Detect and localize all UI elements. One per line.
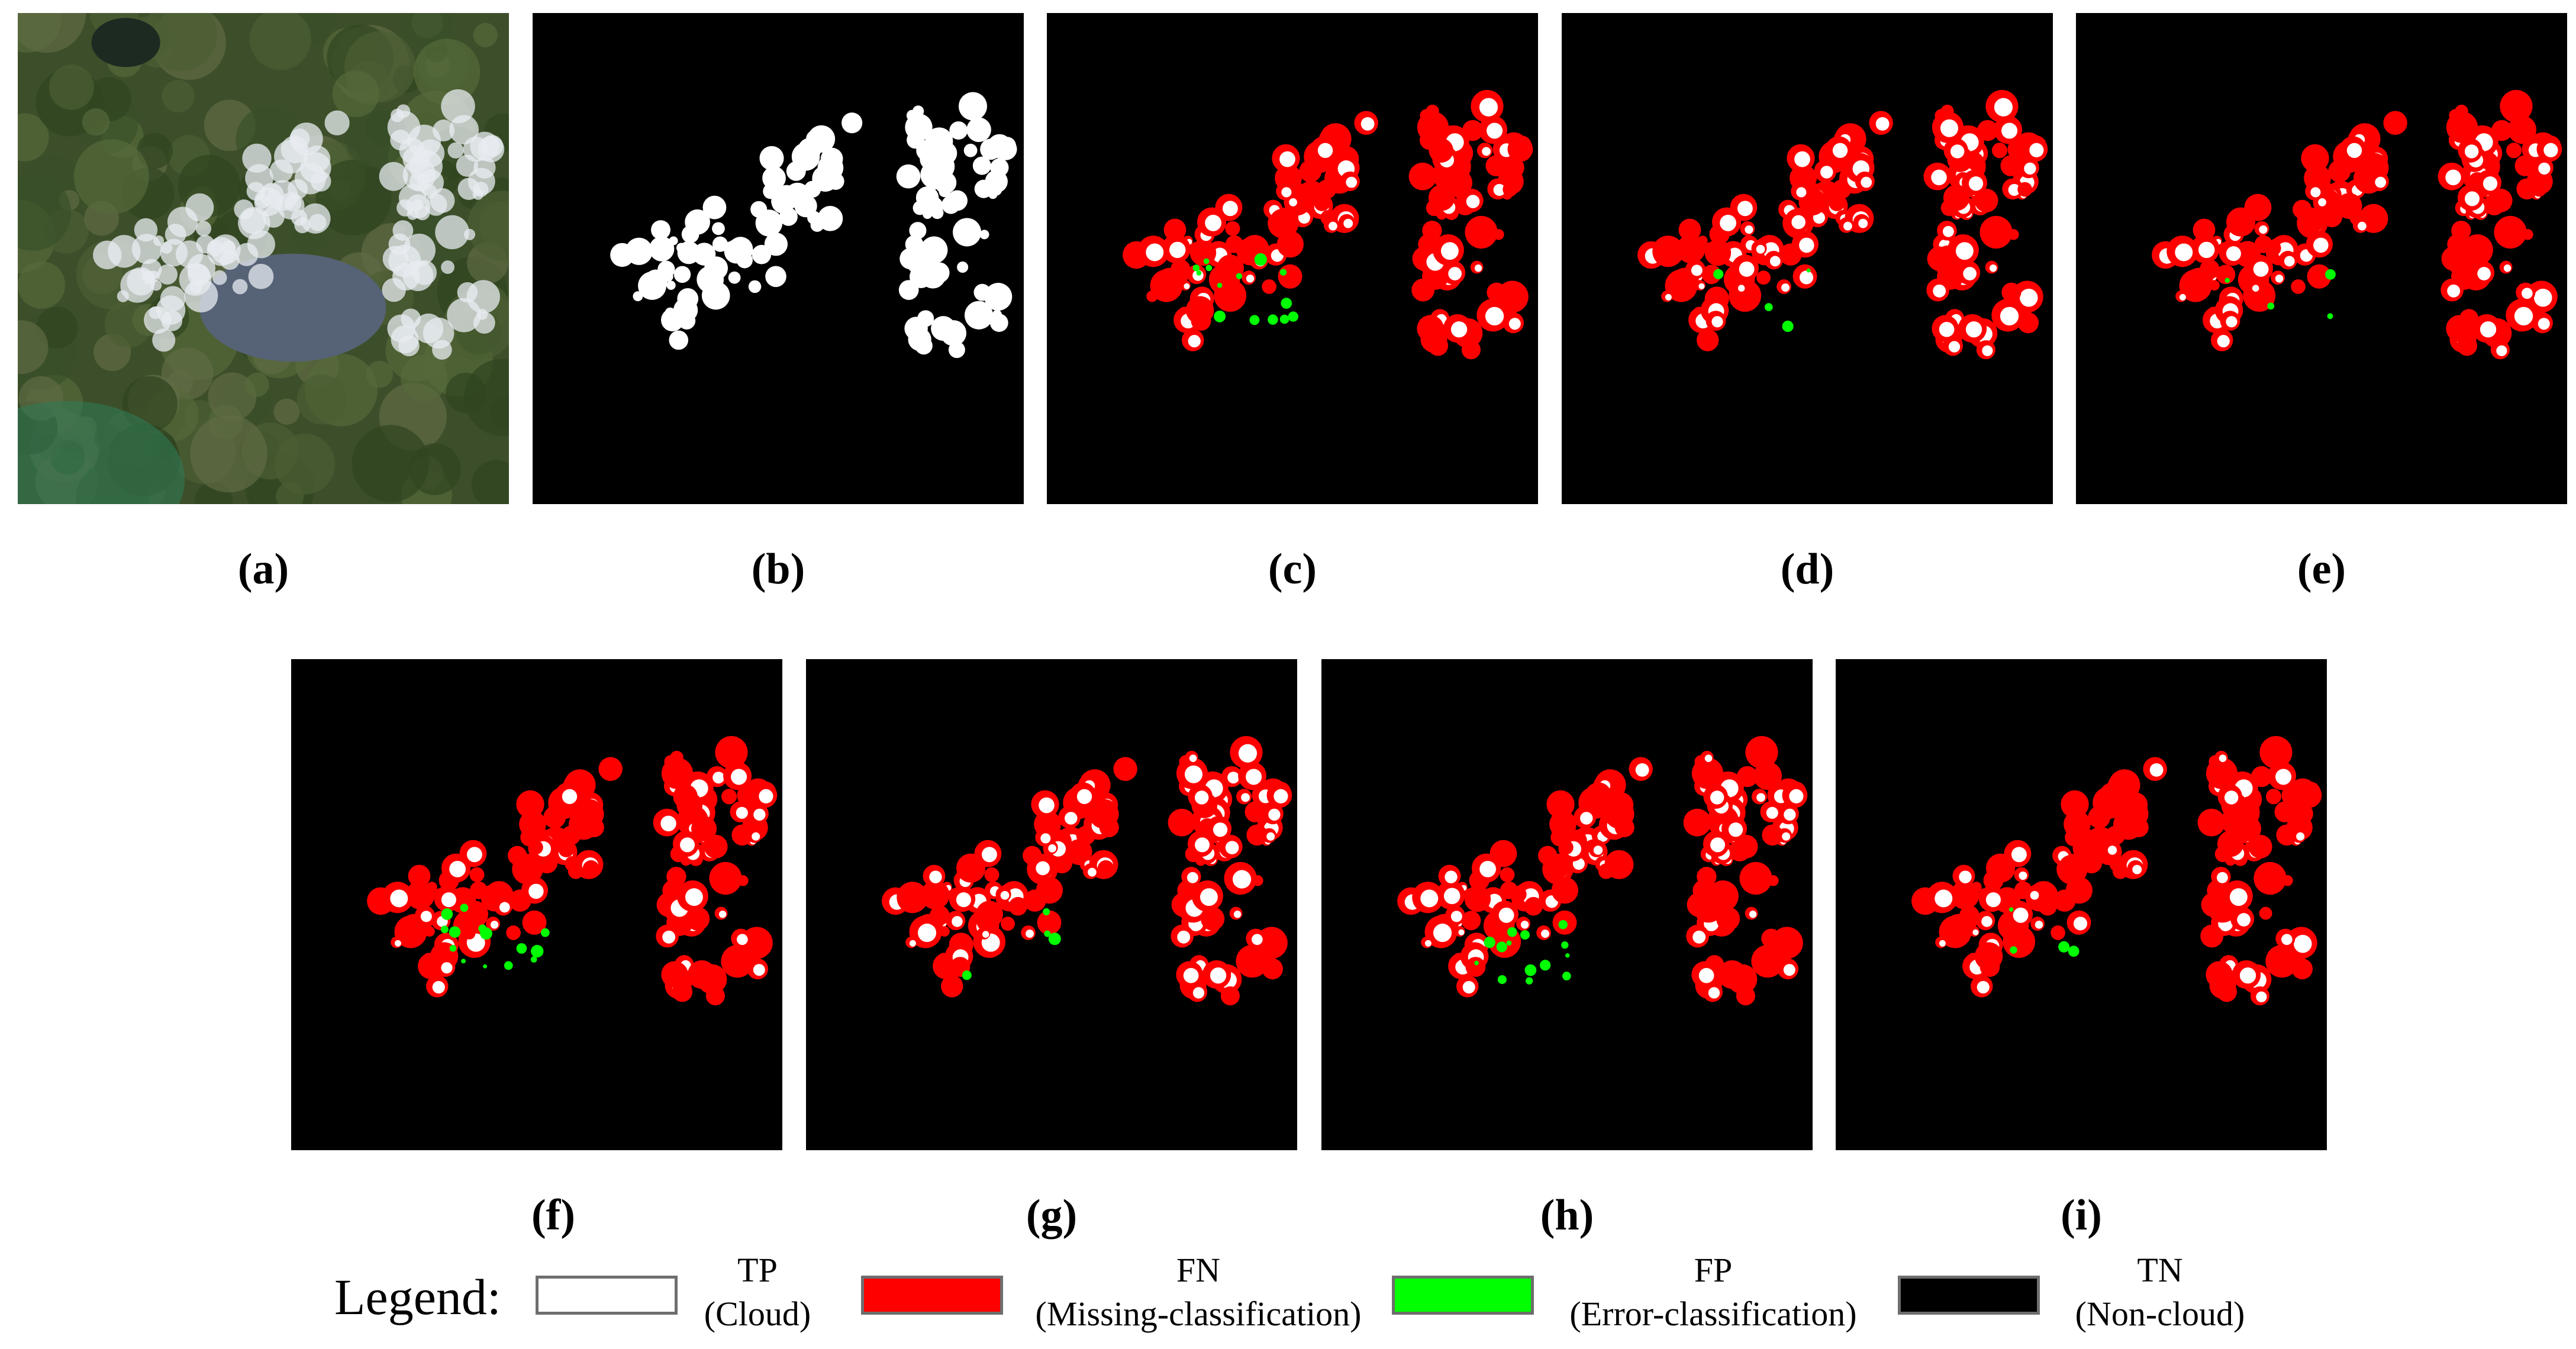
legend: Legend: TP (Cloud) FN (Missing-classific… <box>0 1248 2576 1349</box>
legend-desc-fn: (Missing-classification) <box>1035 1295 1362 1333</box>
legend-swatch-fn <box>861 1276 1003 1315</box>
panel-d-detection-result <box>1562 13 2053 504</box>
panel-c-detection-result <box>1047 13 1538 504</box>
caption-h: (h) <box>1540 1191 1594 1240</box>
legend-label-fn: FN (Missing-classification) <box>1015 1248 1382 1336</box>
caption-g: (g) <box>1026 1191 1078 1240</box>
legend-code-fp: FP <box>1694 1251 1733 1289</box>
panel-i-detection-result <box>1836 659 2327 1150</box>
legend-desc-fp: (Error-classification) <box>1569 1295 1857 1333</box>
panel-h-detection-result <box>1321 659 1813 1150</box>
caption-d: (d) <box>1780 545 1835 593</box>
legend-title: Legend: <box>334 1269 501 1325</box>
panel-f-detection-result <box>291 659 782 1150</box>
caption-e: (e) <box>2297 545 2346 593</box>
panel-g-detection-result <box>806 659 1297 1150</box>
caption-i: (i) <box>2061 1191 2102 1240</box>
panel-b-ground-truth-mask <box>533 13 1024 504</box>
legend-desc-tp: (Cloud) <box>704 1295 811 1333</box>
legend-label-fp: FP (Error-classification) <box>1547 1248 1879 1336</box>
caption-a: (a) <box>237 545 289 593</box>
legend-label-tn: TN (Non-cloud) <box>2053 1248 2267 1336</box>
panel-a-satellite-image <box>18 13 509 504</box>
legend-label-tp: TP (Cloud) <box>681 1248 834 1336</box>
legend-swatch-tn <box>1898 1276 2040 1315</box>
caption-b: (b) <box>751 545 805 593</box>
legend-code-tp: TP <box>737 1251 778 1289</box>
caption-f: (f) <box>531 1191 575 1240</box>
legend-desc-tn: (Non-cloud) <box>2075 1295 2245 1333</box>
legend-code-tn: TN <box>2137 1251 2183 1289</box>
panel-e-detection-result <box>2076 13 2567 504</box>
legend-swatch-tp <box>536 1276 678 1315</box>
legend-code-fn: FN <box>1176 1251 1221 1289</box>
caption-c: (c) <box>1268 545 1317 593</box>
legend-swatch-fp <box>1392 1276 1534 1315</box>
